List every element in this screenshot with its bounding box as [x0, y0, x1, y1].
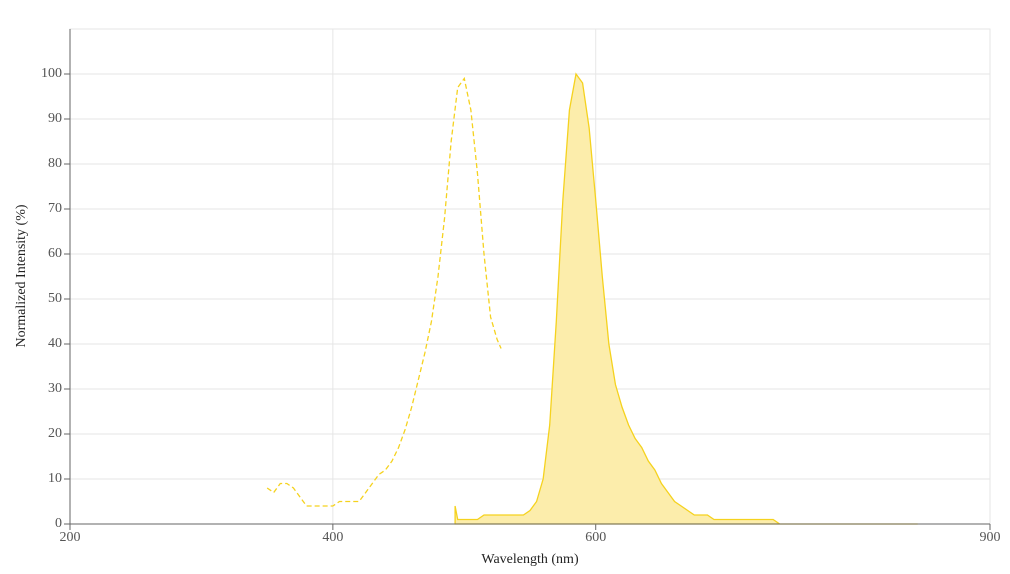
x-tick-label: 900	[980, 530, 1001, 545]
x-tick-label: 200	[60, 530, 81, 545]
y-axis-label: Normalized Intensity (%)	[14, 204, 29, 347]
x-tick-label: 600	[585, 530, 606, 545]
x-axis-label: Wavelength (nm)	[481, 552, 579, 567]
y-tick-label: 10	[48, 471, 62, 486]
x-tick-label: 400	[322, 530, 343, 545]
y-tick-label: 100	[41, 66, 62, 81]
y-tick-label: 60	[48, 246, 62, 261]
y-tick-label: 20	[48, 426, 62, 441]
y-tick-label: 80	[48, 156, 62, 171]
line	[266, 76, 502, 507]
y-tick-label: 30	[48, 381, 62, 396]
area	[454, 72, 918, 525]
y-tick-label: 50	[48, 291, 62, 306]
plot-border	[69, 28, 991, 525]
y-tick-label: 70	[48, 201, 62, 216]
y-tick-label: 0	[55, 516, 62, 531]
y-tick-label: 90	[48, 111, 62, 126]
y-tick-label: 40	[48, 336, 62, 351]
